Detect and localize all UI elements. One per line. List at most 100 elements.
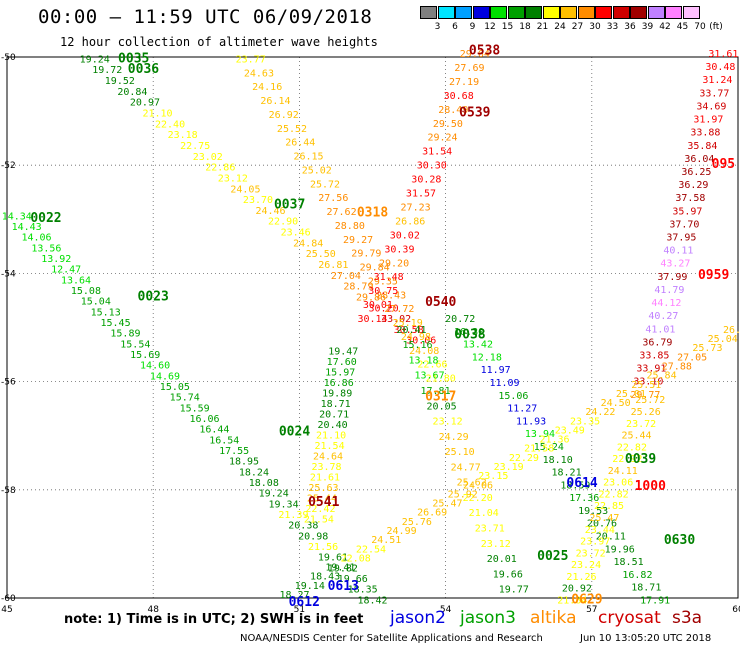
swh-value-label: 22.86 [205, 163, 235, 174]
colorbar-tick-label: 42 [659, 22, 671, 32]
pass-id-label: 0629 [571, 592, 602, 607]
swh-value-label: 14.43 [12, 222, 42, 233]
swh-value-label: 25.01 [616, 389, 646, 400]
swh-value-label: 18.43 [310, 572, 340, 583]
swh-value-label: 26.44 [285, 138, 315, 149]
swh-value-label: 26.15 [293, 152, 323, 163]
swh-value-label: 30.02 [390, 230, 420, 241]
swh-value-label: 37.58 [675, 193, 705, 204]
legend-jason2: jason2 [390, 608, 446, 628]
colorbar-tick-label: 21 [536, 22, 549, 32]
pass-id-label: 0318 [357, 206, 388, 221]
swh-value-label: 28.80 [335, 221, 365, 232]
colorbar-swatch [577, 6, 595, 19]
swh-value-label: 31.24 [702, 75, 732, 86]
swh-value-label: 21.56 [308, 542, 338, 553]
swh-value-label: 15.59 [180, 403, 210, 414]
swh-value-label: 13.56 [31, 243, 61, 254]
swh-value-label: 16.44 [199, 425, 229, 436]
swh-value-label: 20.41 [396, 325, 426, 336]
swh-value-label: 27.56 [318, 193, 348, 204]
swh-value-label: 30.30 [417, 161, 447, 172]
swh-value-label: 21.80 [426, 374, 456, 385]
swh-value-label: 36.29 [678, 180, 708, 191]
swh-value-label: 19.52 [105, 76, 135, 87]
x-tick-label: 51 [294, 605, 305, 615]
colorbar-swatch [612, 6, 630, 19]
swh-value-label: 17.81 [421, 386, 451, 397]
swh-value-label: 37.99 [657, 272, 687, 283]
swh-value-label: 41.01 [645, 324, 675, 335]
swh-value-label: 15.54 [120, 339, 150, 350]
swh-value-label: 28.49 [438, 105, 468, 116]
y-tick-label: -50 [1, 53, 16, 63]
swh-value-label: 19.72 [92, 65, 122, 76]
swh-value-label: 40.27 [648, 311, 678, 322]
swh-value-label: 37.95 [666, 233, 696, 244]
swh-value-label: 44.12 [651, 298, 681, 309]
colorbar-tick-label: 18 [519, 22, 531, 32]
swh-value-label: 24.84 [293, 238, 323, 249]
swh-value-label: 30.75 [368, 286, 398, 297]
swh-value-label: 31.54 [422, 147, 452, 158]
swh-value-label: 25.73 [692, 343, 722, 354]
swh-value-label: 18.21 [551, 468, 581, 479]
swh-value-label: 20.11 [596, 531, 626, 542]
swh-value-label: 22.40 [155, 119, 185, 130]
swh-value-label: 27.62 [327, 207, 357, 218]
swh-value-label: 29.50 [433, 119, 463, 130]
swh-value-label: 28.79 [343, 282, 373, 293]
pass-id-label: 0630 [664, 533, 695, 548]
swh-value-label: 26.85 [723, 325, 740, 336]
swh-value-label: 22.82 [617, 442, 647, 453]
swh-value-label: 23.70 [243, 195, 273, 206]
swh-value-label: 36.79 [642, 337, 672, 348]
swh-value-label: 19.53 [578, 506, 608, 517]
swh-value-label: 19.24 [259, 489, 289, 500]
swh-value-label: 27.04 [331, 271, 361, 282]
swh-value-label: 25.51 [631, 380, 661, 391]
swh-value-label: 23.35 [570, 416, 600, 427]
colorbar-swatch [595, 6, 612, 19]
swh-value-label: 30.06 [406, 336, 436, 347]
colorbar-swatch [542, 6, 560, 19]
swh-value-label: 23.46 [281, 228, 311, 239]
swh-value-label: 33.91 [636, 364, 666, 375]
swh-value-label: 24.05 [230, 184, 260, 195]
swh-value-label: 24.29 [439, 432, 469, 443]
swh-value-label: 30.48 [705, 62, 735, 73]
pass-id-label: 0037 [274, 197, 305, 212]
swh-value-label: 13.67 [414, 371, 444, 382]
swh-value-label: 25.44 [307, 493, 337, 504]
swh-value-label: 15.13 [91, 307, 121, 318]
swh-value-label: 25.04 [708, 334, 738, 345]
pass-id-label: 0613 [328, 579, 359, 594]
swh-value-label: 11.09 [489, 378, 519, 389]
colorbar-tick-label: 24 [554, 22, 566, 32]
swh-value-label: 23.12 [433, 417, 463, 428]
legend-jason3: jason3 [460, 608, 516, 628]
colorbar-swatch [455, 6, 472, 19]
swh-value-label: 12.47 [51, 265, 81, 276]
swh-value-label: 15.16 [402, 340, 432, 351]
swh-value-label: 31.48 [374, 272, 404, 283]
x-tick-label: 54 [440, 605, 452, 615]
swh-value-label: 26.86 [395, 216, 425, 227]
footer-note: note: 1) Time is in UTC; 2) SWH is in fe… [64, 612, 364, 627]
swh-value-label: 13.18 [408, 355, 438, 366]
swh-value-label: 25.47 [589, 513, 619, 524]
swh-value-label: 17.36 [569, 493, 599, 504]
swh-value-label: 33.10 [633, 377, 663, 388]
swh-value-label: 41.79 [654, 285, 684, 296]
swh-value-label: 20.01 [487, 554, 517, 565]
pass-id-label: 0039 [625, 452, 656, 467]
swh-value-label: 27.72 [384, 304, 414, 315]
swh-value-label: 19.24 [80, 54, 110, 65]
swh-value-label: 14.69 [150, 371, 180, 382]
swh-value-label: 27.69 [454, 63, 484, 74]
swh-value-label: 24.51 [371, 535, 401, 546]
swh-value-label: 11.93 [516, 416, 546, 427]
swh-value-label: 15.69 [130, 350, 160, 361]
swh-value-label: 27.05 [677, 352, 707, 363]
swh-value-label: 18.27 [279, 590, 309, 601]
